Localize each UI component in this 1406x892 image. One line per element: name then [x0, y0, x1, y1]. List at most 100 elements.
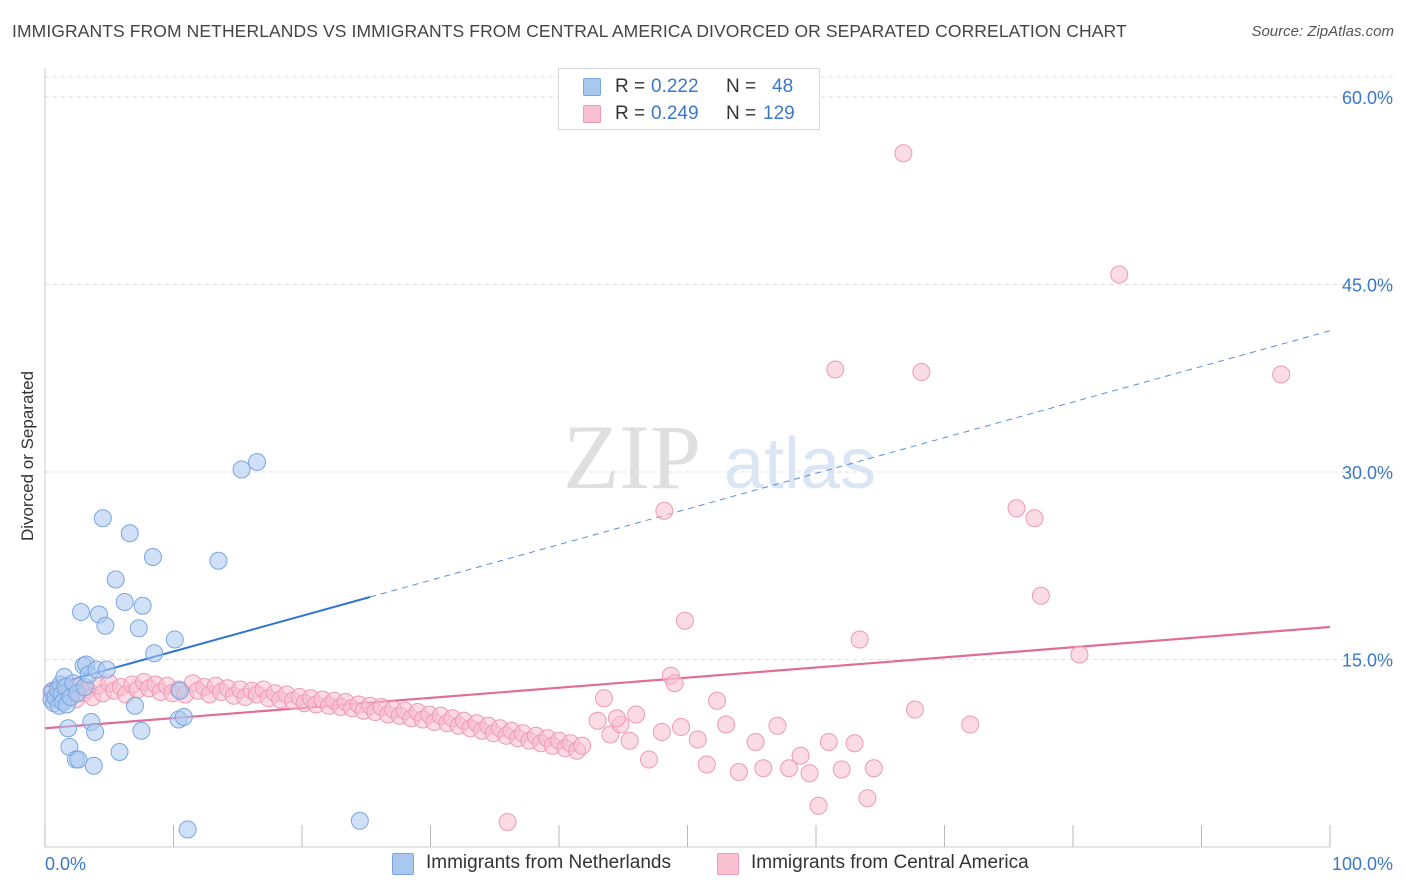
netherlands-point: [71, 603, 90, 621]
central-america-point: [1110, 265, 1129, 284]
legend-n-value: 129: [763, 103, 795, 124]
axis-layer: [44, 68, 1331, 848]
netherlands-point: [132, 721, 151, 740]
central-america-point: [708, 691, 727, 710]
central-america-point: [1272, 365, 1291, 384]
y-tick-label: 30.0%: [1342, 463, 1393, 483]
central-america-point: [729, 763, 748, 781]
x-tick-label: 100.0%: [1332, 854, 1393, 874]
bottom-legend-label-central-america: Immigrants from Central America: [751, 852, 1029, 873]
central-america-point: [627, 705, 646, 724]
netherlands-point: [174, 708, 193, 726]
central-america-point: [858, 789, 877, 808]
central-america-point: [498, 813, 517, 831]
tick-labels: 15.0% 30.0% 45.0% 60.0% 0.0% 100.0%: [45, 88, 1393, 874]
netherlands-point: [125, 696, 144, 715]
legend-r-value: 0.249: [651, 103, 699, 124]
central-america-point: [809, 796, 828, 815]
chart-title: IMMIGRANTS FROM NETHERLANDS VS IMMIGRANT…: [12, 21, 1127, 41]
central-america-point: [717, 715, 736, 734]
y-tick-label: 45.0%: [1342, 276, 1393, 296]
central-america-point: [800, 764, 819, 783]
central-america-point: [688, 730, 707, 749]
central-america-point: [826, 360, 845, 379]
central-america-point: [594, 689, 613, 708]
bottom-legend-label-netherlands: Immigrants from Netherlands: [426, 852, 671, 873]
netherlands-point: [165, 630, 184, 649]
central-america-point: [754, 759, 773, 778]
central-america-point: [912, 363, 931, 381]
central-america-point: [780, 759, 799, 778]
trend-layer: [44, 330, 1331, 730]
legend-r-label: R =: [615, 76, 646, 97]
central-america-point: [675, 611, 694, 630]
netherlands-point: [106, 570, 125, 589]
y-tick-label: 60.0%: [1342, 88, 1393, 108]
netherlands-point: [110, 743, 129, 761]
legend-r-value: 0.222: [651, 76, 699, 97]
chart-source: Source: ZipAtlas.com: [1251, 23, 1394, 40]
legend-n-value: 48: [772, 76, 794, 97]
central-america-point: [652, 723, 671, 741]
central-america-point: [845, 734, 864, 753]
central-america-point: [573, 736, 592, 755]
netherlands-point: [129, 619, 148, 638]
netherlands-trend-extension: [369, 330, 1331, 598]
bottom-legend-swatch-netherlands: [392, 853, 414, 875]
bottom-legend-swatch-central-america: [717, 853, 739, 875]
netherlands-point: [145, 644, 164, 663]
grid-layer: [45, 76, 1393, 660]
central-america-point: [961, 715, 980, 734]
netherlands-point: [86, 723, 105, 741]
central-america-point: [832, 760, 851, 779]
x-tick-label: 0.0%: [45, 854, 86, 874]
central-america-point: [672, 718, 691, 736]
points-layer: [42, 144, 1291, 839]
watermark-atlas: atlas: [724, 424, 876, 504]
netherlands-point: [178, 820, 197, 839]
legend-swatch-central-america: [583, 105, 601, 123]
legend-n-label: N =: [726, 103, 757, 124]
central-america-point: [665, 674, 684, 693]
netherlands-point: [120, 524, 139, 543]
central-america-point: [819, 733, 838, 751]
correlation-legend: R = 0.222 N = 48 R = 0.249 N = 129: [558, 68, 820, 130]
netherlands-point: [232, 460, 251, 479]
central-america-point: [655, 501, 674, 520]
central-america-point: [1007, 499, 1026, 518]
central-america-point: [850, 630, 869, 649]
central-america-point: [768, 716, 787, 735]
central-america-point: [1025, 509, 1044, 528]
legend-n-label: N =: [726, 76, 757, 97]
netherlands-point: [93, 509, 112, 528]
netherlands-point: [59, 719, 78, 738]
central-america-point: [697, 755, 716, 774]
central-america-trend-line: [44, 625, 1331, 730]
central-america-point: [894, 144, 913, 163]
central-america-point: [864, 759, 883, 778]
central-america-point: [607, 709, 626, 728]
y-tick-label: 15.0%: [1342, 651, 1393, 671]
netherlands-point: [115, 593, 134, 611]
central-america-point: [746, 733, 765, 751]
legend-r-label: R =: [615, 103, 646, 124]
central-america-point: [1070, 645, 1089, 664]
watermark: ZIP atlas: [563, 406, 876, 508]
netherlands-point: [209, 551, 228, 570]
netherlands-point: [143, 548, 162, 566]
netherlands-point: [248, 453, 267, 471]
netherlands-point: [84, 756, 103, 775]
central-america-point: [639, 750, 658, 769]
netherlands-point: [96, 616, 115, 635]
netherlands-point: [133, 596, 152, 615]
netherlands-point: [69, 750, 88, 769]
central-america-point: [791, 746, 810, 765]
netherlands-point: [350, 811, 369, 830]
legend-swatch-netherlands: [583, 78, 601, 96]
central-america-point: [905, 700, 924, 719]
netherlands-point: [97, 660, 116, 679]
central-america-point: [620, 731, 639, 750]
netherlands-point: [170, 681, 189, 700]
central-america-point: [1031, 586, 1050, 605]
